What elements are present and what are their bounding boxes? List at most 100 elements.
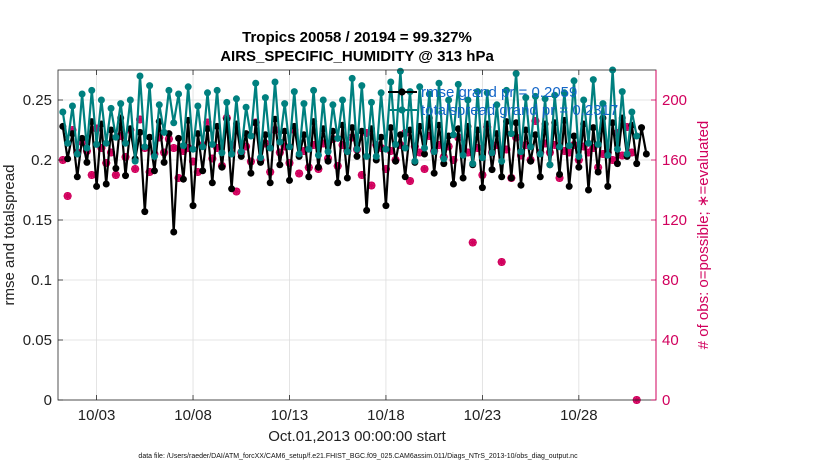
obs-evaluated-point [425, 132, 434, 140]
totalspread-point [281, 100, 289, 108]
totalspread-point [488, 149, 496, 157]
obs-evaluated-point [174, 174, 183, 182]
x-tick-label-1: 10/08 [174, 407, 212, 424]
obs-evaluated-point [213, 144, 222, 152]
rmse-point [160, 158, 168, 166]
footnote: data file: /Users/raeder/DAI/ATM_forcXX/… [138, 453, 578, 460]
obs-evaluated-point [135, 115, 144, 124]
rmse-point [363, 206, 371, 214]
rmse-point [454, 125, 462, 133]
rmse-point [387, 124, 395, 132]
totalspread-point [589, 76, 597, 84]
rmse-point [93, 182, 101, 190]
obs-evaluated-point [160, 148, 169, 157]
totalspread-point [367, 98, 375, 106]
rmse-point [507, 174, 515, 182]
rmse-point [382, 202, 390, 210]
totalspread-point [633, 132, 641, 140]
obs-evaluated-point [541, 139, 550, 148]
rmse-point [642, 150, 650, 158]
totalspread-point [252, 79, 260, 87]
rmse-point [512, 119, 520, 127]
totalspread-point [358, 82, 366, 90]
obs-evaluated-point [92, 124, 101, 133]
obs-evaluated-point [434, 141, 443, 149]
totalspread-point [189, 145, 197, 153]
totalspread-point [527, 143, 535, 151]
rmse-point [609, 119, 617, 127]
obs-evaluated-point [208, 154, 217, 163]
totalspread-point [73, 150, 81, 158]
rmse-point [584, 186, 592, 194]
totalspread-point [551, 91, 559, 99]
totalspread-point [261, 94, 269, 102]
y-tick-label-left-4: 0.2 [31, 152, 52, 169]
rmse-point [348, 124, 356, 132]
y-tick-label-right-4: 160 [662, 152, 687, 169]
obs-evaluated-point [68, 126, 77, 134]
y-axis-label-left: rmse and totalspread [1, 165, 18, 306]
rmse-point [613, 160, 621, 168]
obs-evaluated-point [362, 129, 371, 137]
rmse-point [150, 167, 158, 175]
rmse-point [440, 160, 448, 168]
totalspread-point [421, 144, 429, 152]
obs-evaluated-point [155, 133, 164, 142]
y-tick-label-right-2: 80 [662, 272, 679, 289]
rmse-point [392, 157, 400, 165]
y-tick-label-right-0: 0 [662, 392, 670, 409]
totalspread-point [285, 143, 293, 151]
rmse-point [218, 163, 226, 171]
totalspread-point [618, 88, 626, 96]
obs-evaluated-point [492, 141, 501, 149]
obs-evaluated-point [367, 181, 376, 190]
totalspread-point [411, 157, 419, 165]
obs-evaluated-point [502, 145, 511, 154]
totalspread-point [459, 151, 467, 159]
obs-evaluated-point [338, 141, 347, 149]
obs-evaluated-point [116, 132, 125, 140]
rmse-point [604, 182, 612, 190]
rmse-point [64, 155, 72, 163]
rmse-point [449, 180, 457, 188]
y-tick-label-right-1: 40 [662, 332, 679, 349]
totalspread-point [377, 89, 385, 97]
totalspread-point [425, 90, 433, 98]
rmse-point [266, 179, 274, 187]
totalspread-point [493, 101, 501, 109]
legend-spread-marker [398, 106, 406, 114]
obs-evaluated-point [87, 171, 96, 179]
rmse-point [594, 168, 602, 176]
obs-evaluated-point [203, 118, 212, 127]
totalspread-point [305, 145, 313, 153]
axes: 10/03 10/08 10/13 10/18 10/23 10/28 0 0.05 0.1 0.… [23, 70, 687, 424]
obs-evaluated-point [145, 168, 154, 176]
obs-evaluated-point [319, 139, 328, 148]
obs-evaluated-point [107, 148, 116, 157]
x-tick-label-4: 10/23 [464, 407, 502, 424]
totalspread-point [223, 98, 231, 106]
legend-rmse-marker [398, 88, 406, 96]
totalspread-point [319, 96, 327, 104]
totalspread-point [507, 130, 515, 138]
obs-evaluated-point [295, 169, 304, 178]
totalspread-point [107, 104, 115, 112]
obs-evaluated-point [560, 147, 569, 155]
totalspread-point [59, 108, 67, 116]
rmse-point [179, 175, 187, 183]
totalspread-point [290, 88, 298, 96]
x-axis-label: Oct.01,2013 00:00:00 start [268, 428, 446, 445]
totalspread-point [88, 86, 96, 94]
rmse-point [575, 163, 583, 171]
rmse-point [343, 174, 351, 182]
totalspread-point [117, 100, 125, 108]
totalspread-point [155, 101, 163, 109]
totalspread-point [170, 119, 178, 127]
rmse-point [536, 173, 544, 181]
obs-evaluated-point [565, 148, 574, 157]
obs-evaluated-point [623, 123, 632, 131]
rmse-point [247, 169, 255, 177]
totalspread-point [146, 82, 154, 90]
rmse-point [498, 173, 506, 181]
rmse-point [228, 185, 236, 193]
